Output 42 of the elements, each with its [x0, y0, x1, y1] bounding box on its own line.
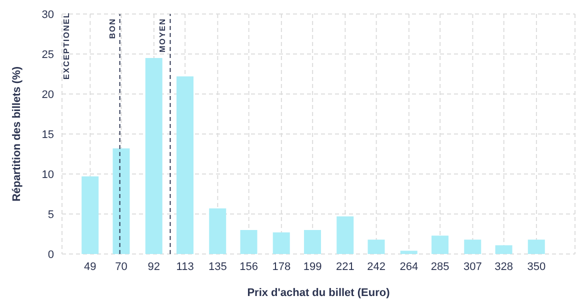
bar: [336, 216, 354, 254]
bar: [400, 250, 418, 254]
bar: [495, 245, 512, 254]
x-tick-label: 328: [494, 260, 514, 273]
y-axis-title: Répartition des billets (%): [10, 66, 23, 202]
y-tick-label: 15: [42, 128, 54, 141]
x-tick-label: 92: [148, 260, 160, 273]
bar: [82, 176, 99, 254]
x-tick-label: 242: [367, 260, 386, 273]
bar: [209, 208, 226, 254]
y-tick-label: 0: [48, 248, 54, 261]
x-tick-label: 49: [84, 260, 96, 273]
annotation: EXCEPTIONEL: [62, 12, 71, 80]
x-tick-label: 135: [208, 260, 227, 273]
x-tick-label: 113: [176, 260, 194, 273]
x-tick-label: 156: [240, 260, 258, 273]
x-tick-label: 199: [303, 260, 322, 273]
bar: [432, 236, 449, 254]
x-axis-title: Prix d'achat du billet (Euro): [247, 287, 390, 299]
x-tick-label: 350: [527, 260, 546, 273]
y-tick-label: 30: [42, 8, 54, 21]
bar: [240, 230, 258, 254]
y-tick-label: 25: [42, 48, 54, 61]
bar: [176, 76, 194, 254]
bar: [304, 230, 321, 254]
x-tick-label: 307: [464, 260, 482, 273]
y-tick-label: 20: [42, 88, 54, 101]
ref-line-label: BON: [108, 18, 117, 39]
x-tick-label: 285: [430, 260, 450, 273]
bar: [112, 148, 130, 254]
bar: [368, 240, 385, 254]
x-tick-label: 178: [272, 260, 291, 273]
x-tick-label: 70: [115, 260, 128, 273]
bar: [528, 240, 545, 254]
x-tick-label: 221: [336, 260, 354, 273]
ref-line-label: MOYEN: [158, 18, 168, 52]
x-tick-label: 264: [400, 260, 418, 273]
y-tick-label: 10: [42, 168, 54, 181]
bar: [272, 232, 290, 254]
bar: [145, 58, 162, 254]
bar: [464, 240, 482, 254]
y-tick-label: 5: [48, 208, 54, 221]
